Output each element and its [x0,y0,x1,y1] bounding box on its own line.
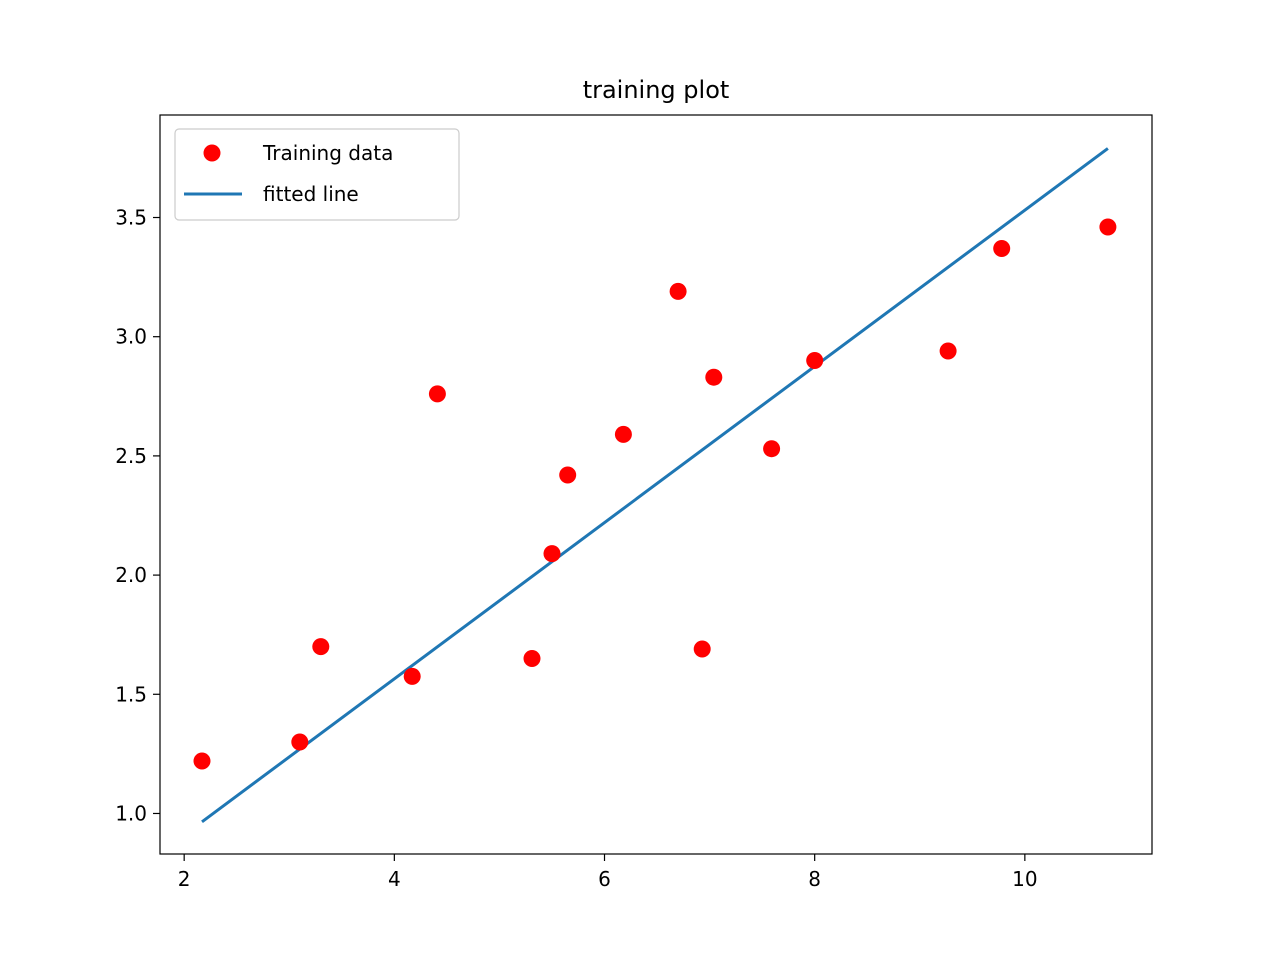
chart-title: training plot [583,76,730,104]
y-tick-label-3.5: 3.5 [115,206,147,230]
training-point-6 [523,650,541,667]
x-tick-label-8: 8 [808,867,821,891]
x-tick-label-10: 10 [1012,867,1037,891]
training-point-4 [403,667,421,685]
legend-marker-training-data [203,144,221,162]
training-point-3 [312,638,330,656]
legend-label-training-data: Training data [262,141,393,165]
training-point-1 [193,752,211,770]
x-tick-label-6: 6 [598,867,611,891]
fitted-line [201,147,1109,824]
training-points-layer [193,218,1117,770]
y-tick-label-2.5: 2.5 [115,444,147,468]
y-tick-label-2: 2.0 [115,563,147,587]
plot-area: 2 4 6 8 10 1.0 1.5 2.0 2.5 3.0 3.5 [115,114,1153,891]
x-tick-label-4: 4 [388,867,401,891]
training-point-12 [705,368,723,386]
training-point-8 [559,466,577,484]
training-point-16 [993,240,1011,257]
x-tick-label-2: 2 [178,867,191,891]
training-point-11 [693,640,711,658]
legend-box [174,128,460,221]
training-point-15 [939,342,957,360]
legend-label-fitted-line: fitted line [263,182,359,206]
training-point-7 [543,545,561,563]
training-point-14 [806,352,824,369]
legend: Training data fitted line [174,128,460,221]
training-point-17 [1099,218,1117,236]
training-point-10 [669,282,687,300]
axes-frame [159,114,1153,855]
y-tick-label-1.5: 1.5 [115,682,147,706]
training-point-13 [763,440,781,458]
training-point-5 [428,385,446,403]
training-point-9 [614,425,632,443]
fitted-line-layer [201,147,1109,824]
training-point-2 [291,733,309,751]
y-axis-ticks: 1.0 1.5 2.0 2.5 3.0 3.5 [115,206,160,825]
y-tick-label-3: 3.0 [115,325,147,349]
y-tick-label-1: 1.0 [115,801,147,825]
x-axis-ticks: 2 4 6 8 10 [178,854,1038,891]
